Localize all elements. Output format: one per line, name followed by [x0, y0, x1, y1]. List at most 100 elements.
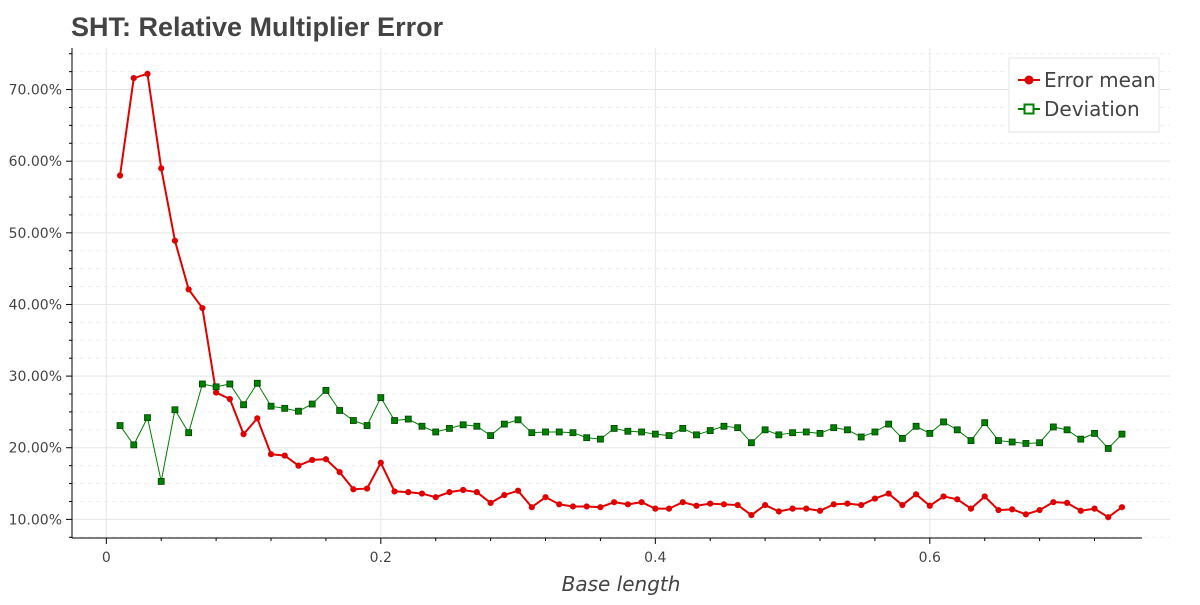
data-point: [336, 407, 344, 414]
data-point: [1091, 430, 1098, 437]
series-line-1: [119, 72, 1123, 519]
y-tick-label: 20.00%: [9, 441, 62, 457]
data-point: [253, 379, 261, 387]
data-point: [734, 501, 741, 509]
data-point: [693, 502, 700, 509]
data-point: [473, 489, 480, 496]
y-tick-label: 50.00%: [9, 226, 62, 242]
data-point: [1091, 505, 1098, 512]
data-point: [144, 414, 151, 422]
legend-label: Deviation: [1044, 97, 1140, 121]
data-point: [954, 496, 961, 503]
data-point: [226, 395, 233, 403]
data-point: [638, 428, 645, 436]
data-point: [158, 165, 165, 172]
data-point: [322, 387, 330, 394]
data-point: [295, 407, 302, 415]
data-point: [652, 505, 659, 512]
data-point: [885, 420, 893, 428]
data-point: [418, 422, 426, 430]
data-point: [802, 428, 810, 436]
data-point: [638, 499, 645, 506]
data-point: [926, 502, 933, 509]
data-point: [281, 404, 289, 412]
data-point: [308, 400, 316, 408]
data-point: [350, 486, 357, 493]
data-point: [1077, 435, 1085, 443]
data-point: [706, 427, 714, 434]
data-point: [967, 437, 975, 444]
y-tick-label: 60.00%: [9, 154, 62, 170]
data-point: [446, 489, 453, 496]
data-point: [198, 380, 206, 388]
data-point: [844, 500, 851, 507]
data-point: [583, 503, 590, 510]
data-point: [775, 431, 783, 439]
data-point: [926, 430, 934, 437]
data-point: [171, 406, 179, 414]
data-point: [611, 499, 618, 506]
data-point: [1077, 507, 1084, 514]
data-point: [295, 462, 302, 469]
data-point: [446, 424, 453, 432]
data-point: [267, 451, 275, 458]
y-tick-label: 30.00%: [9, 369, 62, 385]
data-point: [116, 422, 124, 429]
data-point: [775, 508, 782, 515]
data-point: [528, 504, 535, 511]
data-point: [144, 70, 151, 77]
data-point: [967, 505, 975, 512]
data-point: [418, 490, 426, 497]
x-tick-label: 0.4: [644, 550, 666, 566]
data-point: [762, 501, 769, 509]
data-point: [267, 402, 275, 410]
data-point: [624, 427, 632, 435]
data-point: [226, 380, 234, 388]
data-point: [391, 417, 398, 424]
data-point: [432, 494, 439, 501]
data-point: [1009, 506, 1016, 513]
data-point: [322, 456, 330, 463]
data-point: [130, 74, 137, 82]
data-point: [953, 426, 961, 434]
y-tick-label: 10.00%: [9, 512, 62, 528]
data-point: [514, 487, 522, 494]
data-point: [1050, 499, 1057, 506]
y-tick-label: 70.00%: [9, 83, 62, 99]
data-point: [707, 500, 714, 507]
data-point: [761, 426, 769, 434]
data-point: [460, 486, 467, 494]
data-point: [556, 501, 563, 508]
legend-label: Error mean: [1044, 68, 1156, 92]
data-point: [1063, 426, 1071, 434]
legend-marker-square: [1023, 103, 1035, 115]
data-point: [665, 505, 673, 512]
data-point: [1008, 438, 1016, 446]
data-point: [720, 501, 728, 508]
data-point: [487, 499, 494, 506]
data-point: [501, 491, 508, 499]
data-point: [858, 501, 865, 509]
data-point: [391, 488, 398, 495]
x-tick-label: 0.6: [919, 550, 941, 566]
data-point: [651, 430, 659, 438]
data-point: [405, 489, 412, 496]
data-point: [995, 437, 1002, 444]
data-point: [240, 401, 247, 409]
data-point: [871, 428, 879, 436]
data-point: [693, 431, 700, 439]
legend: Error mean Deviation: [1008, 57, 1160, 133]
data-point: [459, 421, 467, 429]
data-point: [665, 432, 673, 439]
data-point: [912, 491, 920, 498]
data-point: [940, 418, 947, 426]
data-point: [1063, 499, 1071, 506]
data-point: [528, 429, 536, 437]
data-point: [816, 507, 824, 514]
data-point: [569, 503, 577, 510]
data-point: [597, 504, 604, 511]
data-point: [898, 435, 906, 442]
data-point: [281, 452, 288, 459]
data-point: [885, 490, 892, 497]
data-point: [542, 428, 549, 436]
